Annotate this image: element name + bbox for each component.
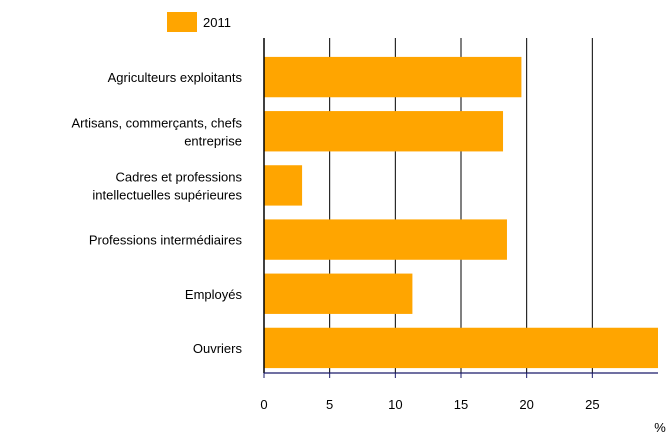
x-unit-label: % [654,420,666,435]
x-tick-label: 10 [388,397,402,412]
category-labels: Agriculteurs exploitants Artisans, commer… [72,70,243,356]
legend-swatch [167,12,197,32]
bar [264,273,413,314]
category-label: Cadres et professions [116,169,243,184]
x-tick-label: 5 [326,397,333,412]
category-label: Agriculteurs exploitants [108,70,243,85]
x-tick-label: 25 [585,397,599,412]
category-label: Artisans, commerçants, chefs [72,115,243,130]
category-label: Employés [185,287,243,302]
category-label: Ouvriers [193,341,243,356]
x-tick-labels: 0 5 10 15 20 25 [260,373,600,412]
legend: 2011 [167,12,231,32]
bars [264,56,658,369]
category-label: entreprise [184,133,242,148]
x-tick-label: 0 [260,397,267,412]
bar [264,111,504,152]
bar [264,56,522,98]
bar [264,327,658,369]
category-label: intellectuelles supérieures [92,187,242,202]
bar [264,219,507,260]
x-tick-label: 20 [519,397,533,412]
legend-label: 2011 [203,15,231,30]
category-label: Professions intermédiaires [89,233,243,248]
x-tick-label: 15 [454,397,468,412]
bar [264,165,303,206]
